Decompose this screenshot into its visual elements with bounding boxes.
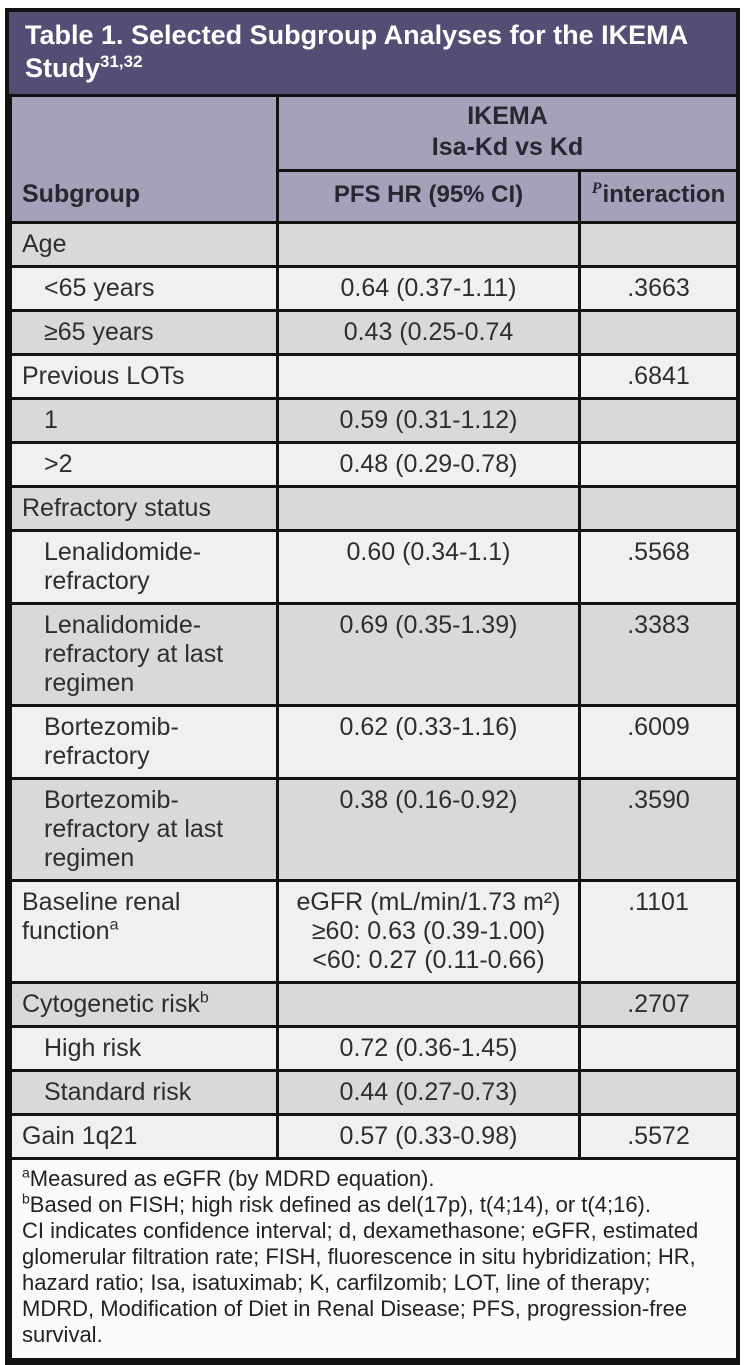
table-body: Age <65 years 0.64 (0.37-1.11) .3663 ≥65 yea…: [9, 221, 739, 1160]
p-italic-superscript: P: [591, 180, 602, 197]
table-row: 1 0.59 (0.31-1.12): [9, 397, 739, 444]
p-value-cell: .6841: [578, 353, 739, 400]
table-footer: aMeasured as eGFR (by MDRD equation). bBa…: [9, 1157, 739, 1361]
column-header-subgroup: Subgroup: [9, 94, 279, 224]
p-interaction-label: interaction: [602, 181, 726, 208]
pfs-hr-cell: 0.60 (0.34-1.1): [276, 529, 581, 605]
table-row: Baseline renal functiona eGFR (mL/min/1.7…: [9, 879, 739, 984]
p-value-cell: .5572: [578, 1113, 739, 1160]
data-table: Subgroup IKEMA Isa-Kd vs Kd PFS HR (95% …: [9, 94, 739, 1361]
pfs-hr-cell: 0.69 (0.35-1.39): [276, 602, 581, 707]
subgroup-cell: 1: [9, 397, 279, 444]
subgroup-cell: Bortezomib-refractory: [9, 704, 279, 780]
subgroup-cell: Age: [9, 221, 279, 268]
table-row: Previous LOTs .6841: [9, 353, 739, 400]
p-value-cell: .6009: [578, 704, 739, 780]
footnote-superscript: a: [22, 1164, 30, 1181]
table-header: Subgroup IKEMA Isa-Kd vs Kd PFS HR (95% …: [9, 94, 739, 224]
table-frame: Table 1. Selected Subgroup Analyses for …: [5, 8, 740, 1365]
table-row: Lenalidomide-refractory at last regimen 0…: [9, 602, 739, 707]
p-value-cell: [578, 221, 739, 268]
pfs-hr-cell: [276, 485, 581, 532]
subgroup-cell: <65 years: [9, 265, 279, 312]
table-title-text: Table 1. Selected Subgroup Analyses for …: [25, 20, 688, 83]
pfs-hr-cell: 0.64 (0.37-1.11): [276, 265, 581, 312]
subgroup-cell: High risk: [9, 1025, 279, 1072]
p-value-cell: [578, 397, 739, 444]
footnote: bBased on FISH; high risk defined as del…: [22, 1190, 651, 1217]
pfs-hr-cell: 0.72 (0.36-1.45): [276, 1025, 581, 1072]
table-row: ≥65 years 0.43 (0.25-0.74: [9, 309, 739, 356]
p-value-cell: [578, 441, 739, 488]
table-row: Lenalidomide-refractory 0.60 (0.34-1.1) .5…: [9, 529, 739, 605]
subgroup-cell: ≥65 years: [9, 309, 279, 356]
subgroup-cell: Previous LOTs: [9, 353, 279, 400]
subgroup-cell: Bortezomib-refractory at last regimen: [9, 777, 279, 882]
p-value-cell: .3590: [578, 777, 739, 882]
ikema-line2: Isa-Kd vs Kd: [431, 133, 584, 161]
table-row: High risk 0.72 (0.36-1.45): [9, 1025, 739, 1072]
p-value-cell: .1101: [578, 879, 739, 984]
pfs-hr-cell: 0.38 (0.16-0.92): [276, 777, 581, 882]
subgroup-cell: Cytogenetic riskb: [9, 981, 279, 1028]
column-header-p-interaction: Pinteraction: [578, 169, 739, 224]
footnote-superscript: b: [22, 1190, 30, 1207]
p-value-cell: [578, 1069, 739, 1116]
p-value-cell: .5568: [578, 529, 739, 605]
p-value-cell: .2707: [578, 981, 739, 1028]
subgroup-cell: Lenalidomide-refractory: [9, 529, 279, 605]
p-value-cell: [578, 1025, 739, 1072]
table-row: <65 years 0.64 (0.37-1.11) .3663: [9, 265, 739, 312]
p-value-cell: [578, 309, 739, 356]
table-row: Gain 1q21 0.57 (0.33-0.98) .5572: [9, 1113, 739, 1160]
table-row: Standard risk 0.44 (0.27-0.73): [9, 1069, 739, 1116]
pfs-hr-cell: [276, 981, 581, 1028]
table-footnotes: aMeasured as eGFR (by MDRD equation). bBa…: [9, 1157, 739, 1361]
subgroup-cell: Baseline renal functiona: [9, 879, 279, 984]
table-row: Age: [9, 221, 739, 268]
subgroup-cell: Gain 1q21: [9, 1113, 279, 1160]
ikema-line1: IKEMA: [467, 102, 548, 130]
subgroup-cell: Standard risk: [9, 1069, 279, 1116]
pfs-hr-cell: 0.44 (0.27-0.73): [276, 1069, 581, 1116]
subgroup-cell: Refractory status: [9, 485, 279, 532]
pfs-hr-cell: 0.59 (0.31-1.12): [276, 397, 581, 444]
footnote: CI indicates confidence interval; d, dex…: [22, 1218, 699, 1347]
table-title: Table 1. Selected Subgroup Analyses for …: [9, 12, 736, 94]
subgroup-cell: Lenalidomide-refractory at last regimen: [9, 602, 279, 707]
p-value-cell: .3663: [578, 265, 739, 312]
pfs-hr-cell: 0.43 (0.25-0.74: [276, 309, 581, 356]
title-superscript: 31,32: [100, 52, 143, 71]
p-value-cell: [578, 485, 739, 532]
table-row: Cytogenetic riskb .2707: [9, 981, 739, 1028]
pfs-hr-cell: 0.62 (0.33-1.16): [276, 704, 581, 780]
column-header-ikema: IKEMA Isa-Kd vs Kd: [276, 94, 739, 172]
pfs-hr-cell: 0.48 (0.29-0.78): [276, 441, 581, 488]
pfs-hr-cell: eGFR (mL/min/1.73 m²) ≥60: 0.63 (0.39-1.0…: [276, 879, 581, 984]
footnote: aMeasured as eGFR (by MDRD equation).: [22, 1164, 435, 1191]
table-row: Bortezomib-refractory at last regimen 0.3…: [9, 777, 739, 882]
subgroup-cell: >2: [9, 441, 279, 488]
label-superscript: b: [199, 989, 209, 1007]
pfs-hr-cell: 0.57 (0.33-0.98): [276, 1113, 581, 1160]
table-row: Bortezomib-refractory 0.62 (0.33-1.16) .60…: [9, 704, 739, 780]
pfs-hr-cell: [276, 353, 581, 400]
p-value-cell: .3383: [578, 602, 739, 707]
table-row: >2 0.48 (0.29-0.78): [9, 441, 739, 488]
label-superscript: a: [109, 916, 119, 934]
column-header-pfs-hr: PFS HR (95% CI): [276, 169, 581, 224]
table-row: Refractory status: [9, 485, 739, 532]
pfs-hr-cell: [276, 221, 581, 268]
